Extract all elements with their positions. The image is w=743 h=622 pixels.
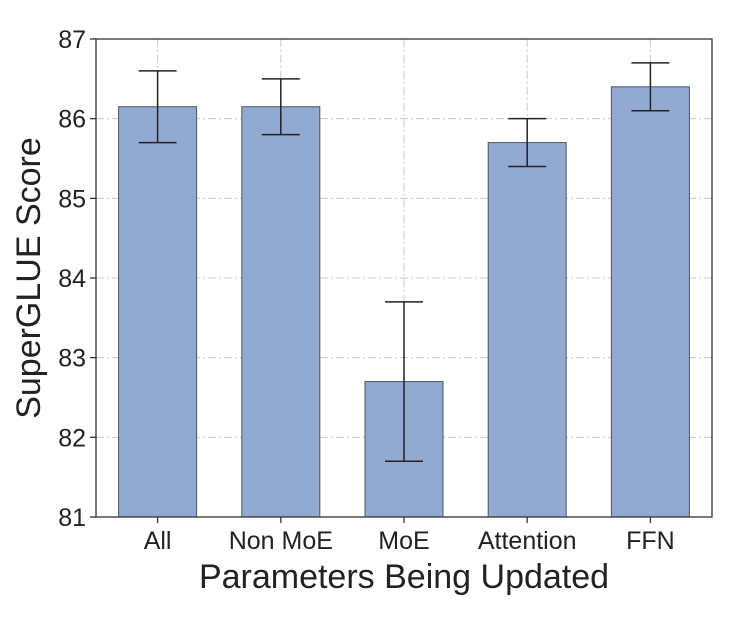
- y-axis-ticks: 81 82 83 84 85 86 87: [58, 26, 96, 532]
- error-bar-ffn: [631, 62, 670, 112]
- bar-attention: [487, 142, 567, 518]
- x-axis-label: Parameters Being Updated: [199, 558, 609, 596]
- x-tick-label: All: [144, 527, 172, 555]
- x-tick-label: Attention: [478, 527, 577, 555]
- x-tick-label: Non MoE: [229, 527, 333, 555]
- y-tick-label: 87: [58, 26, 86, 54]
- error-bar-attention: [508, 117, 547, 168]
- y-axis-label: SuperGLUE Score: [10, 137, 48, 419]
- error-bar-moe: [385, 301, 423, 462]
- x-tick-label: FFN: [626, 527, 675, 555]
- error-bar-non-moe: [261, 78, 300, 136]
- bar-ffn: [610, 86, 690, 518]
- bar-all: [118, 106, 198, 518]
- y-tick-label: 85: [58, 185, 86, 213]
- y-tick-label: 82: [58, 424, 86, 452]
- bar-non-moe: [241, 106, 321, 518]
- error-bar-all: [138, 70, 177, 144]
- x-tick-label: MoE: [378, 527, 429, 555]
- y-tick-label: 86: [58, 106, 86, 134]
- y-tick-label: 81: [58, 504, 86, 532]
- x-axis-ticks: All Non MoE MoE Attention FFN: [144, 517, 675, 555]
- error-bars: [138, 62, 670, 462]
- y-tick-label: 83: [58, 345, 86, 373]
- y-tick-label: 84: [58, 265, 86, 293]
- bars: [118, 86, 690, 518]
